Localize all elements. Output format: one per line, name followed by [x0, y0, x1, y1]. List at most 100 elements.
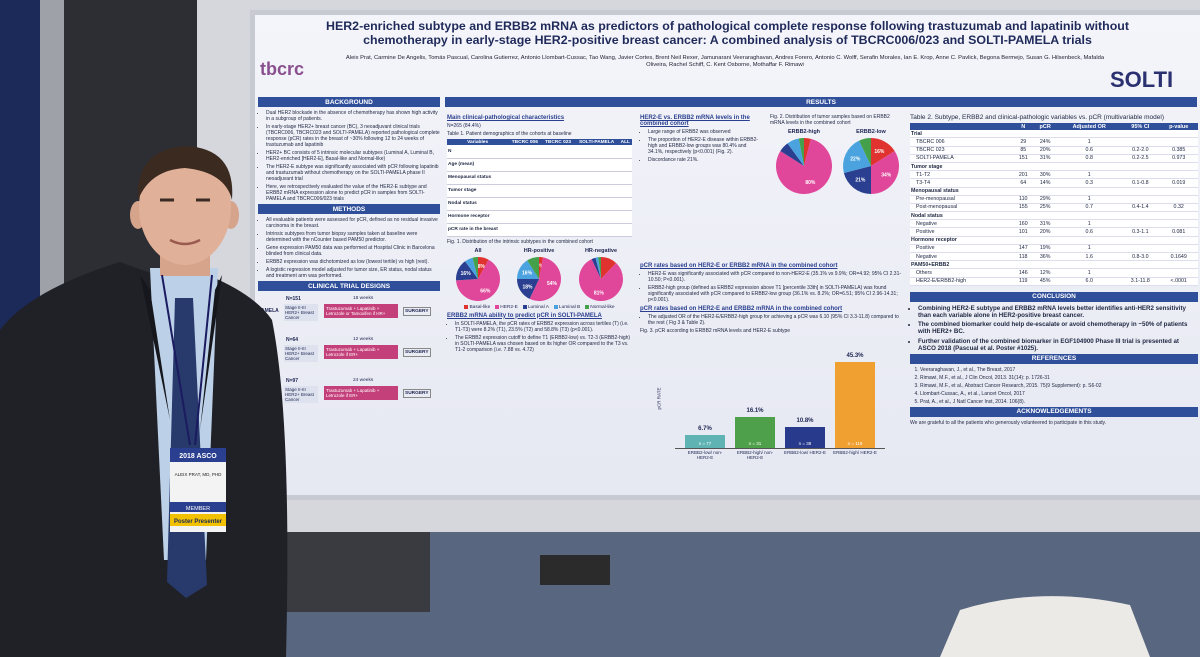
- row-label: Tumor stage: [448, 188, 477, 194]
- section-header: BACKGROUND: [258, 97, 440, 107]
- design-row: PAMELA N=151 Stage II-III HER2+ Breast Can…: [258, 294, 440, 332]
- pie-row: ERBB2-high 80% ERBB2-low 16% 34% 21% 22%: [770, 128, 905, 198]
- cell: HER2-E/ERBB2-high: [916, 278, 967, 285]
- surgery: SURGERY: [403, 307, 431, 316]
- cell: [1121, 195, 1159, 203]
- cell: 14%: [1039, 179, 1051, 186]
- stage: Stage II-III HER2+ Breast Cancer: [284, 386, 318, 403]
- acknowledgement: We are grateful to all the patients who …: [910, 419, 1107, 426]
- trial-n: N=64: [286, 337, 299, 343]
- cell: 147: [1018, 245, 1028, 252]
- poster-title: HER2-enriched subtype and ERBB2 mRNA as …: [326, 19, 1129, 47]
- cell: 85: [1020, 147, 1027, 154]
- surgery: SURGERY: [403, 348, 431, 357]
- table-row: Hormone receptor: [447, 210, 632, 224]
- bullet: Gene expression PAM50 data was performed…: [266, 245, 440, 257]
- cell: [1121, 138, 1159, 146]
- pie-chart: All 8% 66% 16%: [455, 248, 500, 301]
- slice-label: 22%: [851, 157, 862, 163]
- table-row: Positive 147 19% 1: [910, 244, 1198, 253]
- cell: T1-T2: [916, 171, 931, 178]
- pie-slice: [517, 260, 540, 279]
- bullet: In early-stage HER2+ breast cancer (BC),…: [266, 124, 440, 148]
- pie-title: HR-negative: [585, 248, 617, 254]
- cell: PAM50+ERBB2: [911, 261, 950, 268]
- bullet: HER2-E was significantly associated with…: [648, 271, 905, 283]
- cell: 0.1649: [1170, 253, 1187, 260]
- cell: Tumor stage: [911, 163, 943, 170]
- cell: 45%: [1039, 278, 1051, 285]
- cell: 24%: [1039, 138, 1051, 145]
- pie-slice: [455, 260, 478, 281]
- pie-slice: [464, 257, 478, 279]
- cell: [541, 210, 574, 223]
- table-row: Post-menopausal 155 25% 0.7 0.4-1.4 0.32: [910, 203, 1198, 212]
- legend-item: Luminal A: [522, 305, 549, 310]
- column: HER2-E vs. ERBB2 mRNA levels in the comb…: [640, 112, 762, 165]
- cell: 0.6: [1085, 229, 1093, 236]
- cell: 25%: [1039, 204, 1051, 211]
- table-row: N: [447, 145, 632, 159]
- cell: 0.385: [1172, 147, 1186, 154]
- design-row: 023 N=97 Stage II-III HER2+ Breast Cancer 2…: [258, 376, 440, 414]
- header-cell: TBCRC 023: [544, 139, 572, 145]
- cell: 0.6: [1085, 147, 1093, 154]
- cell: Pre-menopausal: [916, 196, 955, 203]
- table-row: Age (mean): [447, 158, 632, 172]
- cell: [541, 171, 574, 184]
- table-row: T3-T4 64 14% 0.3 0.1-0.8 0.019: [910, 179, 1198, 187]
- logo-tbcrc: tbcrc: [260, 59, 305, 79]
- table-row: TBCRC 006 29 24% 1: [910, 138, 1198, 147]
- column: Fig. 2. Distribution of tumor samples ba…: [770, 112, 905, 198]
- cell: [1121, 171, 1159, 179]
- bar: [835, 361, 875, 448]
- stage: Stage II-III HER2+ Breast Cancer: [284, 345, 318, 362]
- legend-label: Luminal B: [558, 304, 581, 310]
- weeks: 18 weeks: [353, 296, 374, 301]
- cell: [541, 184, 574, 197]
- bullet: ERBB2-high group (defined as ERBB2 expre…: [648, 285, 905, 303]
- y-axis-label: pCR RATE: [656, 387, 662, 410]
- cell: Menopausal status: [911, 188, 959, 195]
- cell: 101: [1018, 229, 1028, 236]
- cell: [1159, 244, 1198, 252]
- pie-slice: [539, 256, 544, 279]
- weeks: 24 weeks: [353, 378, 374, 383]
- slice-label: 34%: [881, 172, 892, 178]
- bar: [685, 435, 725, 448]
- cell: 119: [1019, 278, 1028, 285]
- cell: [1159, 220, 1198, 228]
- cell: 20%: [1039, 147, 1051, 154]
- bar-chart: pCR RATE 6.7% n = 77 ERBB2-low/ non-HER2-E 1…: [640, 336, 905, 486]
- cell: Hormone receptor: [911, 237, 957, 244]
- bullet-list: Combining HER2-E subtype and ERBB2 mRNA …: [910, 305, 1198, 352]
- row-label: Hormone receptor: [448, 214, 490, 220]
- bullet: Large range of ERBB2 was observed: [648, 129, 762, 135]
- cell: 1: [1087, 220, 1091, 227]
- legend-item: HER2-E: [495, 305, 518, 310]
- pie-slice: [598, 256, 602, 279]
- caption: Table 1. Patient demographics of the coh…: [447, 131, 572, 137]
- pie-title: ERBB2-low: [856, 129, 886, 135]
- column: BACKGROUND Dual HER2 blockade in the abse…: [258, 97, 440, 417]
- cell: 0.1-0.8: [1132, 179, 1149, 186]
- header-cell: N: [1021, 123, 1026, 130]
- cell: 1: [1087, 245, 1091, 252]
- column: Table 2. Subtype, ERBB2 and clinical-pat…: [910, 112, 1198, 426]
- cell: [619, 184, 632, 197]
- header-cell: TBCRC 006: [511, 139, 538, 145]
- section-header: CLINICAL TRIAL DESIGNS: [258, 281, 440, 291]
- surgery: SURGERY: [403, 389, 431, 398]
- column: Main clinical-pathological characteristi…: [447, 112, 632, 355]
- cell: 0.3-1.1: [1132, 229, 1149, 236]
- pie-slice: [579, 258, 624, 301]
- stage: Stage II-III HER2+ Breast Cancer: [284, 304, 318, 321]
- cell: 1: [1087, 171, 1091, 178]
- cell: Positive: [916, 229, 935, 236]
- cell: 1.6: [1085, 253, 1093, 260]
- cell: [1159, 269, 1198, 277]
- table-row: Negative 160 31% 1: [910, 220, 1198, 228]
